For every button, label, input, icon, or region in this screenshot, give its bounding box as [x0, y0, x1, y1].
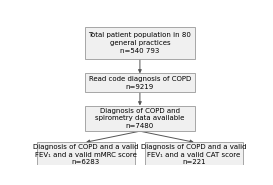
Text: Diagnosis of COPD and a valid
FEV₁ and a valid mMRC score
n=6283: Diagnosis of COPD and a valid FEV₁ and a… — [33, 144, 139, 165]
Text: Total patient population in 80
general practices
n=540 793: Total patient population in 80 general p… — [88, 32, 191, 54]
FancyBboxPatch shape — [145, 142, 242, 167]
FancyBboxPatch shape — [85, 27, 195, 58]
FancyBboxPatch shape — [85, 73, 195, 92]
FancyBboxPatch shape — [85, 105, 195, 131]
Text: Diagnosis of COPD and a valid
FEV₁ and a valid CAT score
n=221: Diagnosis of COPD and a valid FEV₁ and a… — [141, 144, 247, 165]
FancyBboxPatch shape — [37, 142, 135, 167]
Text: Read code diagnosis of COPD
n=9219: Read code diagnosis of COPD n=9219 — [89, 76, 191, 90]
Text: Diagnosis of COPD and
spirometry data available
n=7480: Diagnosis of COPD and spirometry data av… — [95, 108, 185, 129]
